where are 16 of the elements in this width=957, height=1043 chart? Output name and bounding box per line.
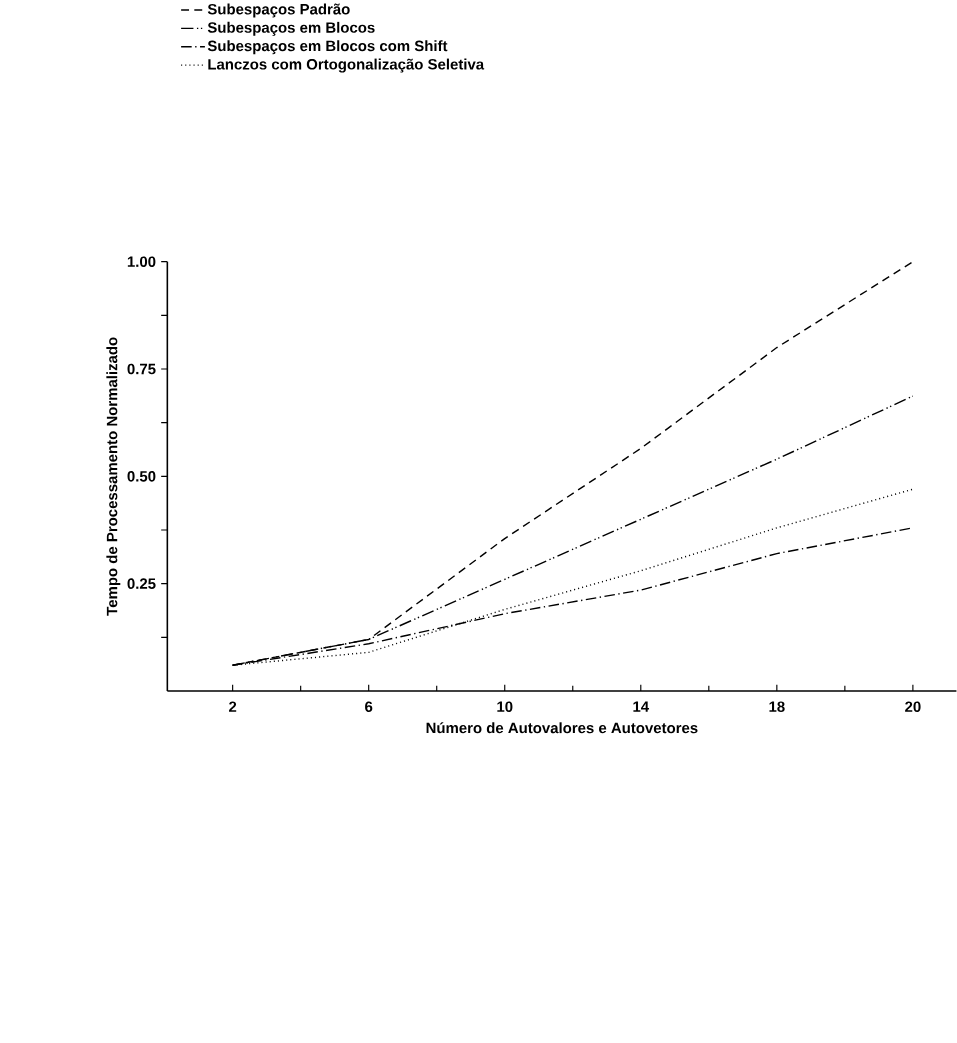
x-tick-label: 14 bbox=[633, 701, 649, 712]
legend-label: Subespaços em Blocos com Shift bbox=[207, 40, 448, 55]
legend-label: Subespaços Padrão bbox=[207, 3, 350, 18]
y-axis-title: Tempo de Processamento Normalizado bbox=[106, 337, 121, 616]
legend-label: Subespaços em Blocos bbox=[207, 21, 375, 36]
y-tick-label: 0.75 bbox=[127, 363, 156, 375]
x-tick-label: 18 bbox=[769, 701, 785, 713]
y-tick-label: 1.00 bbox=[127, 256, 156, 267]
x-tick-label: 6 bbox=[364, 701, 373, 713]
x-tick-label: 10 bbox=[497, 701, 513, 713]
legend-label: Lanczos com Ortogonalização Seletiva bbox=[208, 58, 485, 73]
y-tick-label: 0.50 bbox=[127, 471, 156, 482]
x-tick-label: 2 bbox=[228, 701, 237, 712]
x-axis-title: Número de Autovalores e Autovetores bbox=[426, 722, 698, 734]
x-tick-label: 20 bbox=[905, 701, 921, 713]
y-tick-label: 0.25 bbox=[127, 578, 156, 589]
